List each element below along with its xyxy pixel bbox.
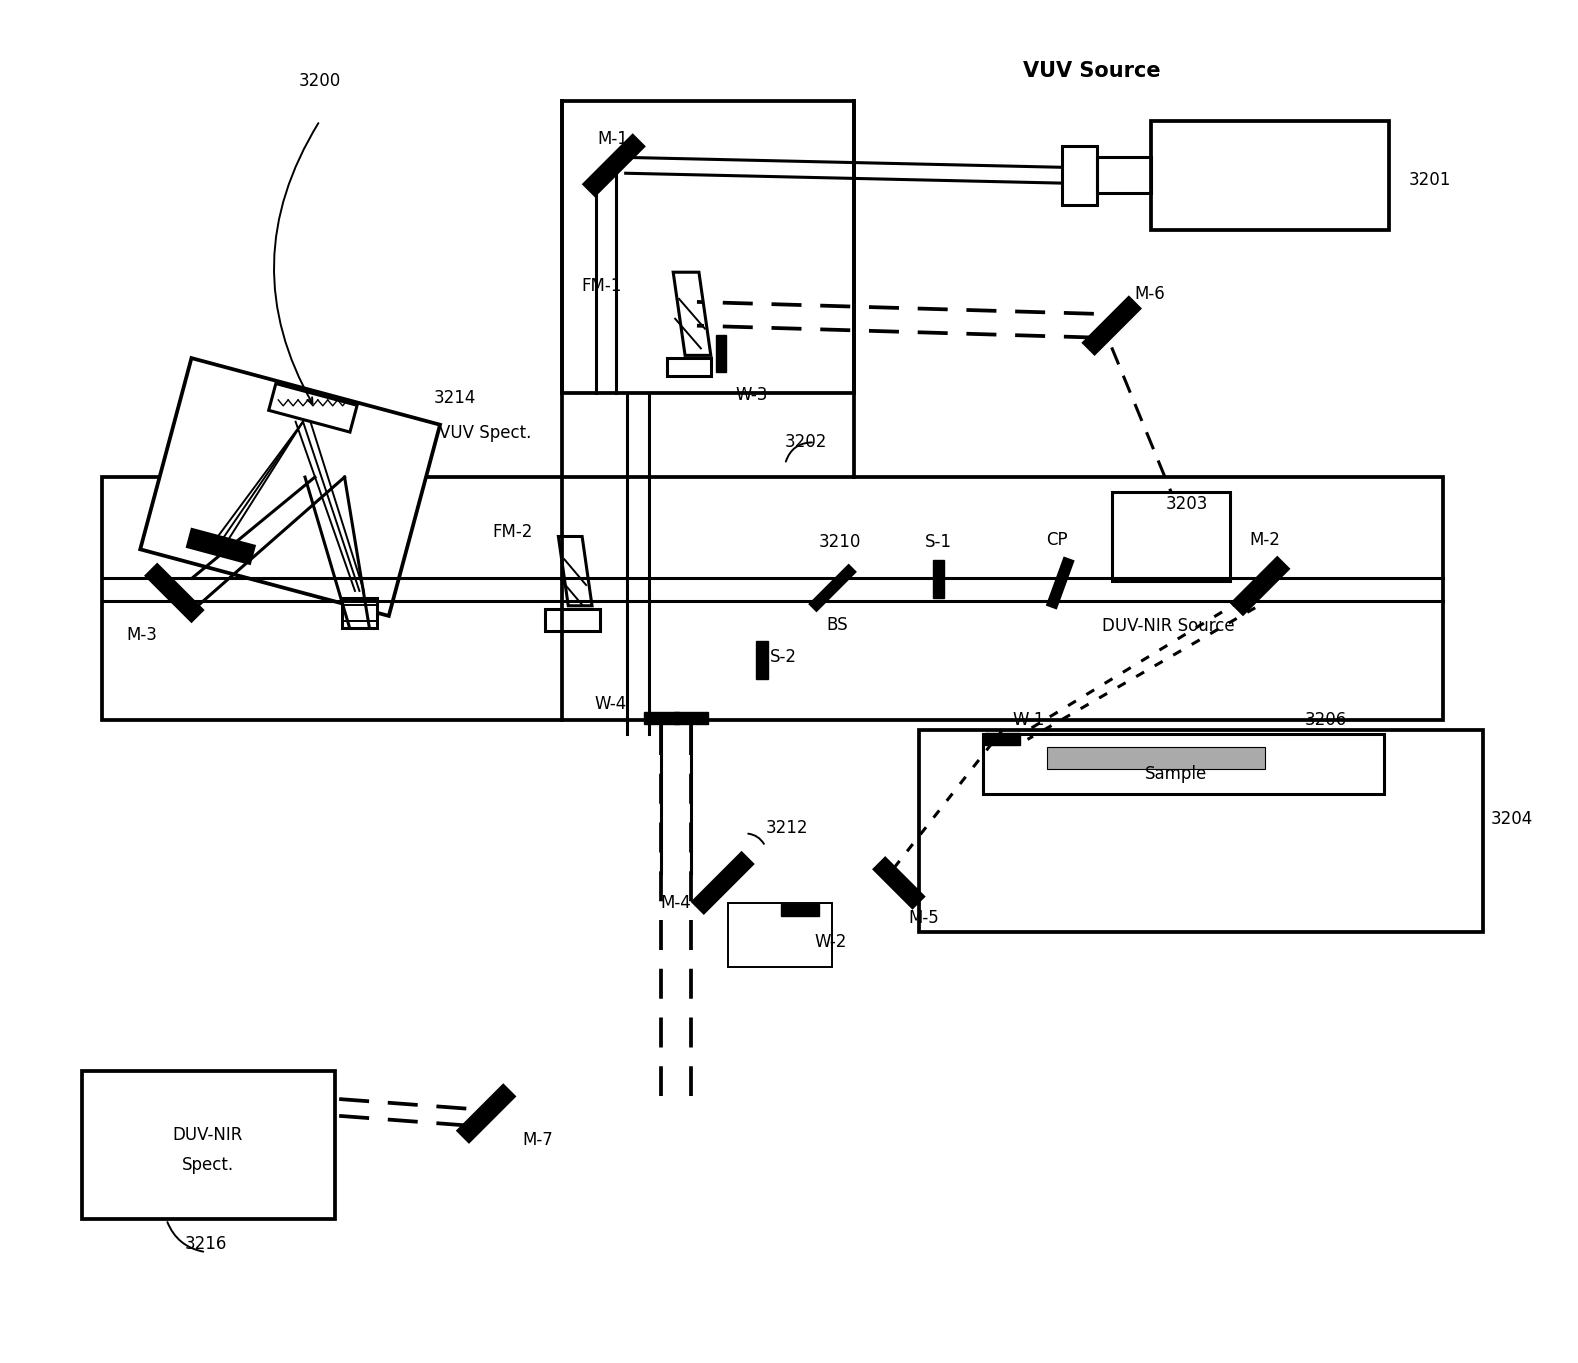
Bar	[1152, 121, 1389, 229]
Text: S-1: S-1	[925, 533, 952, 552]
Text: 3216: 3216	[185, 1235, 227, 1253]
Polygon shape	[1048, 559, 1073, 608]
Text: W-4: W-4	[595, 695, 626, 713]
Text: 3206: 3206	[1305, 710, 1348, 729]
Text: 3212: 3212	[765, 819, 808, 837]
Bar	[562, 101, 854, 393]
Polygon shape	[1084, 297, 1139, 354]
Text: 3214: 3214	[434, 388, 477, 408]
Text: 3204: 3204	[1491, 810, 1532, 827]
Text: 3201: 3201	[1409, 172, 1452, 189]
Text: M-4: M-4	[660, 894, 691, 912]
Polygon shape	[674, 273, 710, 356]
Bar	[983, 735, 1384, 793]
Text: FM-1: FM-1	[581, 277, 622, 294]
Bar	[103, 477, 1444, 720]
Text: DUV-NIR Source: DUV-NIR Source	[1101, 616, 1234, 635]
Text: FM-2: FM-2	[492, 522, 533, 541]
Bar	[82, 1071, 335, 1220]
Text: VUV Source: VUV Source	[1023, 61, 1161, 82]
Text: M-2: M-2	[1250, 532, 1280, 549]
Text: W-3: W-3	[735, 386, 768, 403]
Polygon shape	[756, 642, 768, 679]
Text: 3200: 3200	[298, 72, 341, 90]
Polygon shape	[933, 560, 944, 598]
Polygon shape	[781, 904, 819, 916]
Text: BS: BS	[827, 616, 849, 634]
Text: 3210: 3210	[819, 533, 860, 552]
Polygon shape	[268, 383, 357, 432]
Text: M-5: M-5	[909, 909, 939, 927]
Polygon shape	[140, 358, 440, 616]
Polygon shape	[874, 859, 923, 908]
Polygon shape	[1232, 557, 1289, 615]
Text: M-6: M-6	[1135, 285, 1165, 303]
Bar	[918, 729, 1483, 932]
Text: W-1: W-1	[1013, 710, 1045, 729]
Bar	[1097, 157, 1152, 194]
Polygon shape	[986, 733, 1019, 746]
Bar	[667, 358, 710, 376]
Polygon shape	[810, 566, 855, 611]
Bar	[727, 902, 832, 968]
Polygon shape	[147, 564, 202, 622]
Text: W-2: W-2	[814, 934, 847, 951]
Text: M-3: M-3	[126, 626, 158, 643]
Bar	[341, 598, 377, 627]
Polygon shape	[674, 711, 709, 724]
Polygon shape	[716, 334, 726, 372]
Text: 3203: 3203	[1166, 495, 1209, 512]
Text: Sample: Sample	[1146, 765, 1207, 784]
Bar	[1048, 747, 1266, 769]
Bar	[1111, 492, 1231, 581]
Polygon shape	[644, 711, 679, 724]
Text: S-2: S-2	[770, 649, 797, 667]
Text: 3202: 3202	[784, 433, 827, 451]
Polygon shape	[559, 537, 592, 605]
Text: CP: CP	[1046, 532, 1068, 549]
Polygon shape	[188, 529, 254, 563]
Bar	[1062, 146, 1097, 204]
Bar	[544, 609, 600, 631]
Polygon shape	[584, 135, 644, 195]
Text: Spect.: Spect.	[181, 1156, 234, 1174]
Text: DUV-NIR: DUV-NIR	[174, 1126, 243, 1145]
Polygon shape	[693, 853, 753, 913]
Polygon shape	[458, 1085, 514, 1142]
Text: M-1: M-1	[596, 129, 628, 147]
Text: VUV Spect.: VUV Spect.	[439, 424, 530, 442]
Text: M-7: M-7	[522, 1131, 554, 1149]
